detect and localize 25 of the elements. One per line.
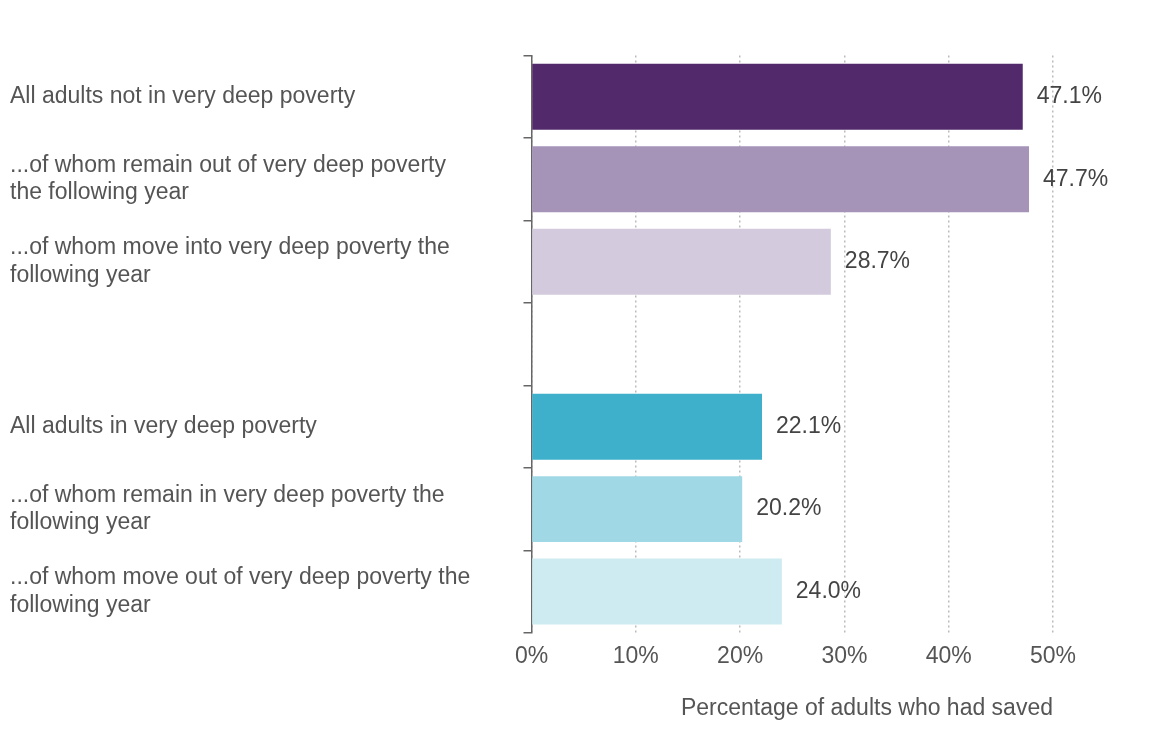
y-tick-label: ...of whom remain out of very deep poverty the following year xyxy=(10,150,447,205)
data-label: 47.1% xyxy=(1036,82,1102,109)
bar xyxy=(532,146,1030,213)
data-label: 28.7% xyxy=(844,247,911,274)
bar xyxy=(532,63,1023,130)
data-label: 47.7% xyxy=(1043,164,1109,191)
y-tick-label: ...of whom move into very deep poverty the following year xyxy=(10,233,450,287)
bar xyxy=(532,228,831,295)
bar xyxy=(532,476,743,543)
y-tick-label: All adults not in very deep poverty xyxy=(10,82,356,109)
x-tick-label: 20% xyxy=(717,641,764,668)
x-tick-label: 10% xyxy=(612,641,659,668)
y-tick-label: All adults in very deep poverty xyxy=(10,412,318,438)
data-label: 22.1% xyxy=(776,412,842,438)
x-tick-label: 30% xyxy=(821,641,868,668)
x-tick-label: 40% xyxy=(925,641,972,668)
y-tick-label: ...of whom move out of very deep poverty the following year xyxy=(10,563,471,617)
y-tick-label: ...of whom remain in very deep poverty the following year xyxy=(10,480,445,535)
bar xyxy=(532,558,782,625)
x-tick-label: 0% xyxy=(514,641,549,668)
data-label: 20.2% xyxy=(756,494,822,521)
bar xyxy=(532,393,762,460)
data-label: 24.0% xyxy=(795,576,862,603)
x-tick-label: 50% xyxy=(1029,641,1077,668)
x-axis-title: Percentage of adults who had saved xyxy=(680,693,1053,720)
